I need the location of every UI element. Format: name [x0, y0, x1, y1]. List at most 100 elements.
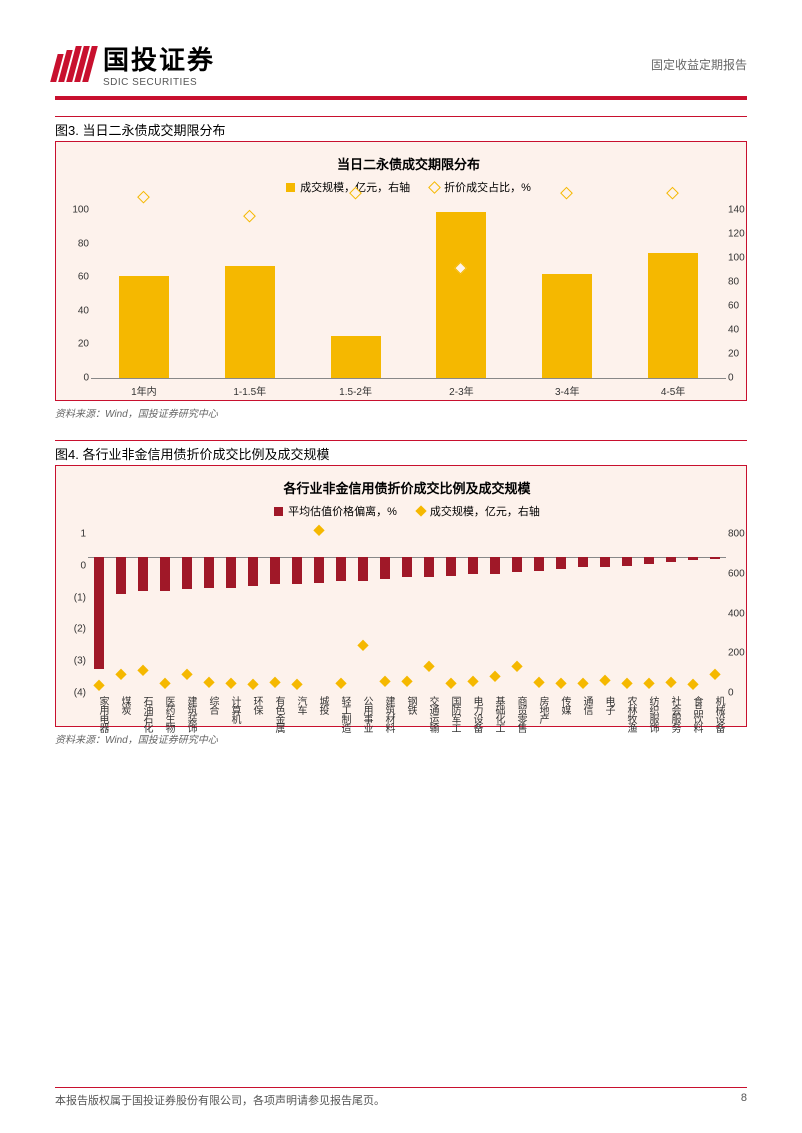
legend-diamond-icon: [428, 181, 441, 194]
legend-scatter-icon: [415, 505, 426, 516]
fig3-bars: [91, 199, 726, 378]
bar: [468, 557, 478, 574]
report-type: 固定收益定期报告: [651, 56, 747, 73]
bar: [270, 557, 280, 584]
fig3-legend: 成交规模，亿元，右轴 折价成交占比，%: [91, 179, 726, 195]
fig4-yaxis-right: 0200400600800: [728, 523, 752, 693]
fig3-yaxis-left: 020406080100: [67, 199, 89, 378]
bar: [644, 557, 654, 564]
scatter-marker: [445, 677, 456, 688]
bar: [688, 557, 698, 560]
scatter-marker: [533, 676, 544, 687]
fig3-chart: 当日二永债成交期限分布 成交规模，亿元，右轴 折价成交占比，% 02040608…: [55, 141, 747, 401]
scatter-marker: [467, 675, 478, 686]
bar: [436, 212, 486, 378]
fig4-yaxis-left: (4)(3)(2)(1)01: [64, 523, 86, 693]
legend-bar-red-icon: [274, 507, 283, 516]
bar: [182, 557, 192, 589]
fig3-title: 当日二永债成交期限分布: [91, 154, 726, 173]
scatter-marker: [181, 669, 192, 680]
bar: [160, 557, 170, 591]
scatter-marker: [357, 639, 368, 650]
bar: [248, 557, 258, 586]
fig3-source: 资料来源：Wind，国投证券研究中心: [55, 405, 747, 420]
bar: [648, 253, 698, 378]
bar: [666, 557, 676, 562]
scatter-marker: [379, 675, 390, 686]
header-divider: [55, 96, 747, 100]
bar: [578, 557, 588, 567]
scatter-marker: [203, 676, 214, 687]
fig4-title: 各行业非金信用债折价成交比例及成交规模: [88, 478, 726, 497]
scatter-marker: [599, 674, 610, 685]
scatter-marker: [159, 677, 170, 688]
scatter-marker: [115, 669, 126, 680]
scatter-marker: [709, 669, 720, 680]
fig4-xlabels: 家用电器煤炭石油石化医药生物建筑装饰综合计算机环保有色金属汽车城投轻工制造公用事…: [88, 696, 726, 744]
scatter-marker: [225, 677, 236, 688]
fig4-plot: (4)(3)(2)(1)01 0200400600800: [88, 523, 726, 693]
page-footer: 本报告版权属于国投证券股份有限公司，各项声明请参见报告尾页。 8: [55, 1084, 747, 1108]
bar: [512, 557, 522, 572]
fig4-bars: [88, 523, 726, 693]
scatter-marker: [511, 660, 522, 671]
diamond-marker: [243, 210, 256, 223]
fig3-top-line: [55, 116, 747, 117]
footer-copyright: 本报告版权属于国投证券股份有限公司，各项声明请参见报告尾页。: [55, 1092, 385, 1108]
bar: [331, 336, 381, 378]
scatter-marker: [577, 677, 588, 688]
legend-bar-icon: [286, 183, 295, 192]
page-number: 8: [741, 1092, 747, 1108]
scatter-marker: [489, 671, 500, 682]
scatter-marker: [313, 524, 324, 535]
bar: [534, 557, 544, 571]
logo-text-cn: 国投证券: [103, 40, 215, 77]
bar: [380, 557, 390, 579]
bar: [94, 557, 104, 669]
legend-bar-label: 平均估值价格偏离，%: [288, 503, 397, 519]
bar: [314, 557, 324, 583]
scatter-marker: [665, 676, 676, 687]
bar: [600, 557, 610, 567]
legend-scat-label: 成交规模，亿元，右轴: [430, 503, 540, 519]
bar: [204, 557, 214, 588]
scatter-marker: [401, 675, 412, 686]
fig4-chart: 各行业非金信用债折价成交比例及成交规模 平均估值价格偏离，% 成交规模，亿元，右…: [55, 465, 747, 727]
fig3-xlabels: 1年内1-1.5年1.5-2年2-3年3-4年4-5年: [91, 383, 726, 398]
bar: [402, 557, 412, 577]
bar: [446, 557, 456, 576]
scatter-marker: [335, 677, 346, 688]
bar: [119, 276, 169, 378]
bar: [292, 557, 302, 584]
fig3-yaxis-right: 020406080100120140: [728, 199, 752, 378]
bar: [542, 274, 592, 378]
bar: [424, 557, 434, 577]
bar: [336, 557, 346, 581]
logo: 国投证券 SDIC SECURITIES: [55, 40, 215, 88]
scatter-marker: [137, 665, 148, 676]
footer-divider: [55, 1087, 747, 1088]
scatter-marker: [423, 660, 434, 671]
scatter-marker: [643, 677, 654, 688]
fig4-caption: 图4. 各行业非金信用债折价成交比例及成交规模: [55, 444, 747, 463]
bar: [490, 557, 500, 574]
bar: [225, 266, 275, 379]
scatter-marker: [687, 678, 698, 689]
scatter-marker: [93, 680, 104, 691]
bar: [116, 557, 126, 594]
logo-text-en: SDIC SECURITIES: [103, 77, 215, 88]
fig4-top-line: [55, 440, 747, 441]
bar: [622, 557, 632, 566]
fig3-caption: 图3. 当日二永债成交期限分布: [55, 120, 747, 139]
bar: [138, 557, 148, 591]
bar: [226, 557, 236, 588]
bar: [358, 557, 368, 581]
bar: [710, 557, 720, 559]
scatter-marker: [247, 678, 258, 689]
scatter-marker: [621, 677, 632, 688]
fig3-plot: 020406080100 020406080100120140: [91, 199, 726, 379]
page-header: 国投证券 SDIC SECURITIES 固定收益定期报告: [55, 40, 747, 88]
scatter-marker: [291, 678, 302, 689]
bar: [556, 557, 566, 569]
scatter-marker: [555, 677, 566, 688]
